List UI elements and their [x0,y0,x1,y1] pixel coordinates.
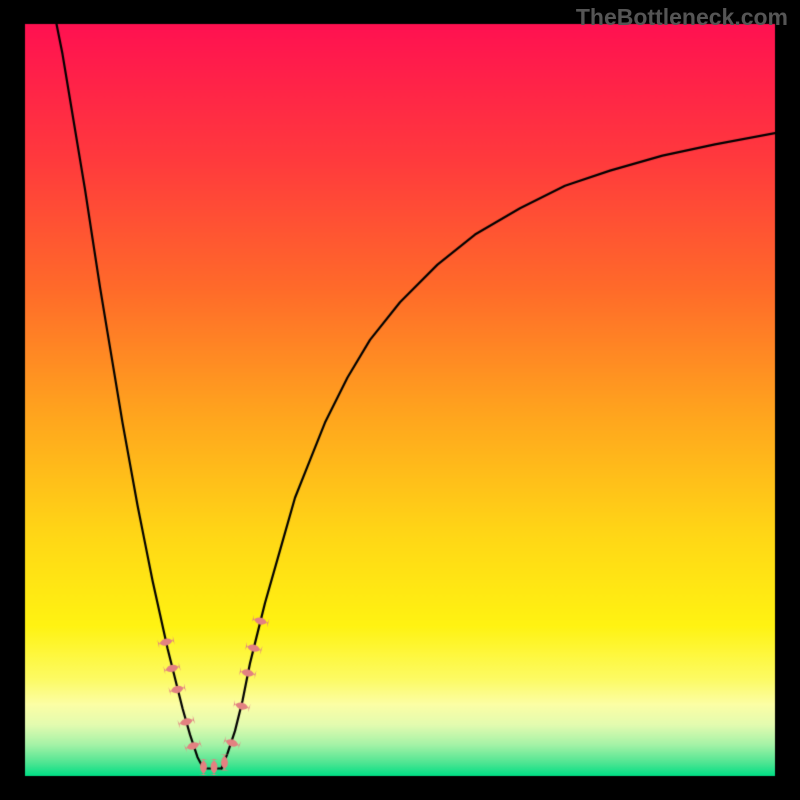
watermark-label: TheBottleneck.com [576,4,788,31]
chart-root: TheBottleneck.com [0,0,800,800]
bottleneck-chart-canvas [0,0,800,800]
